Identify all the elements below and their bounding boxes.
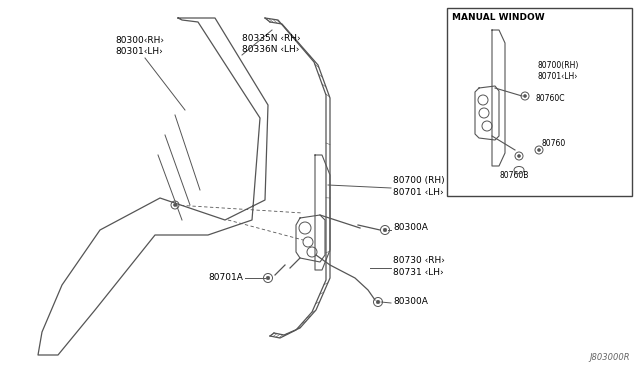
Text: 80731 ‹LH›: 80731 ‹LH› xyxy=(393,268,444,277)
Text: 80760B: 80760B xyxy=(499,171,529,180)
Text: 80335N ‹RH›: 80335N ‹RH› xyxy=(242,34,301,43)
Circle shape xyxy=(524,94,527,97)
Text: 80300‹RH›: 80300‹RH› xyxy=(115,36,164,45)
Text: 80730 ‹RH›: 80730 ‹RH› xyxy=(393,256,445,265)
Text: MANUAL WINDOW: MANUAL WINDOW xyxy=(452,13,545,22)
Text: 80700 (RH): 80700 (RH) xyxy=(393,176,445,185)
Circle shape xyxy=(538,148,541,151)
Text: 80760C: 80760C xyxy=(535,94,564,103)
Circle shape xyxy=(383,228,387,232)
Text: 80301‹LH›: 80301‹LH› xyxy=(115,47,163,56)
Circle shape xyxy=(376,300,380,304)
Text: 80300A: 80300A xyxy=(393,224,428,232)
Circle shape xyxy=(173,203,177,206)
Text: 80701‹LH›: 80701‹LH› xyxy=(537,72,577,81)
Text: 80336N ‹LH›: 80336N ‹LH› xyxy=(242,45,300,54)
Text: 80300A: 80300A xyxy=(393,298,428,307)
Bar xyxy=(447,8,632,196)
Text: J803000R: J803000R xyxy=(589,353,630,362)
Circle shape xyxy=(518,154,520,157)
Text: 80700(RH): 80700(RH) xyxy=(537,61,579,70)
Circle shape xyxy=(266,276,270,280)
Text: 80701 ‹LH›: 80701 ‹LH› xyxy=(393,188,444,197)
Text: 80701A: 80701A xyxy=(208,273,243,282)
Text: 80760: 80760 xyxy=(542,139,566,148)
